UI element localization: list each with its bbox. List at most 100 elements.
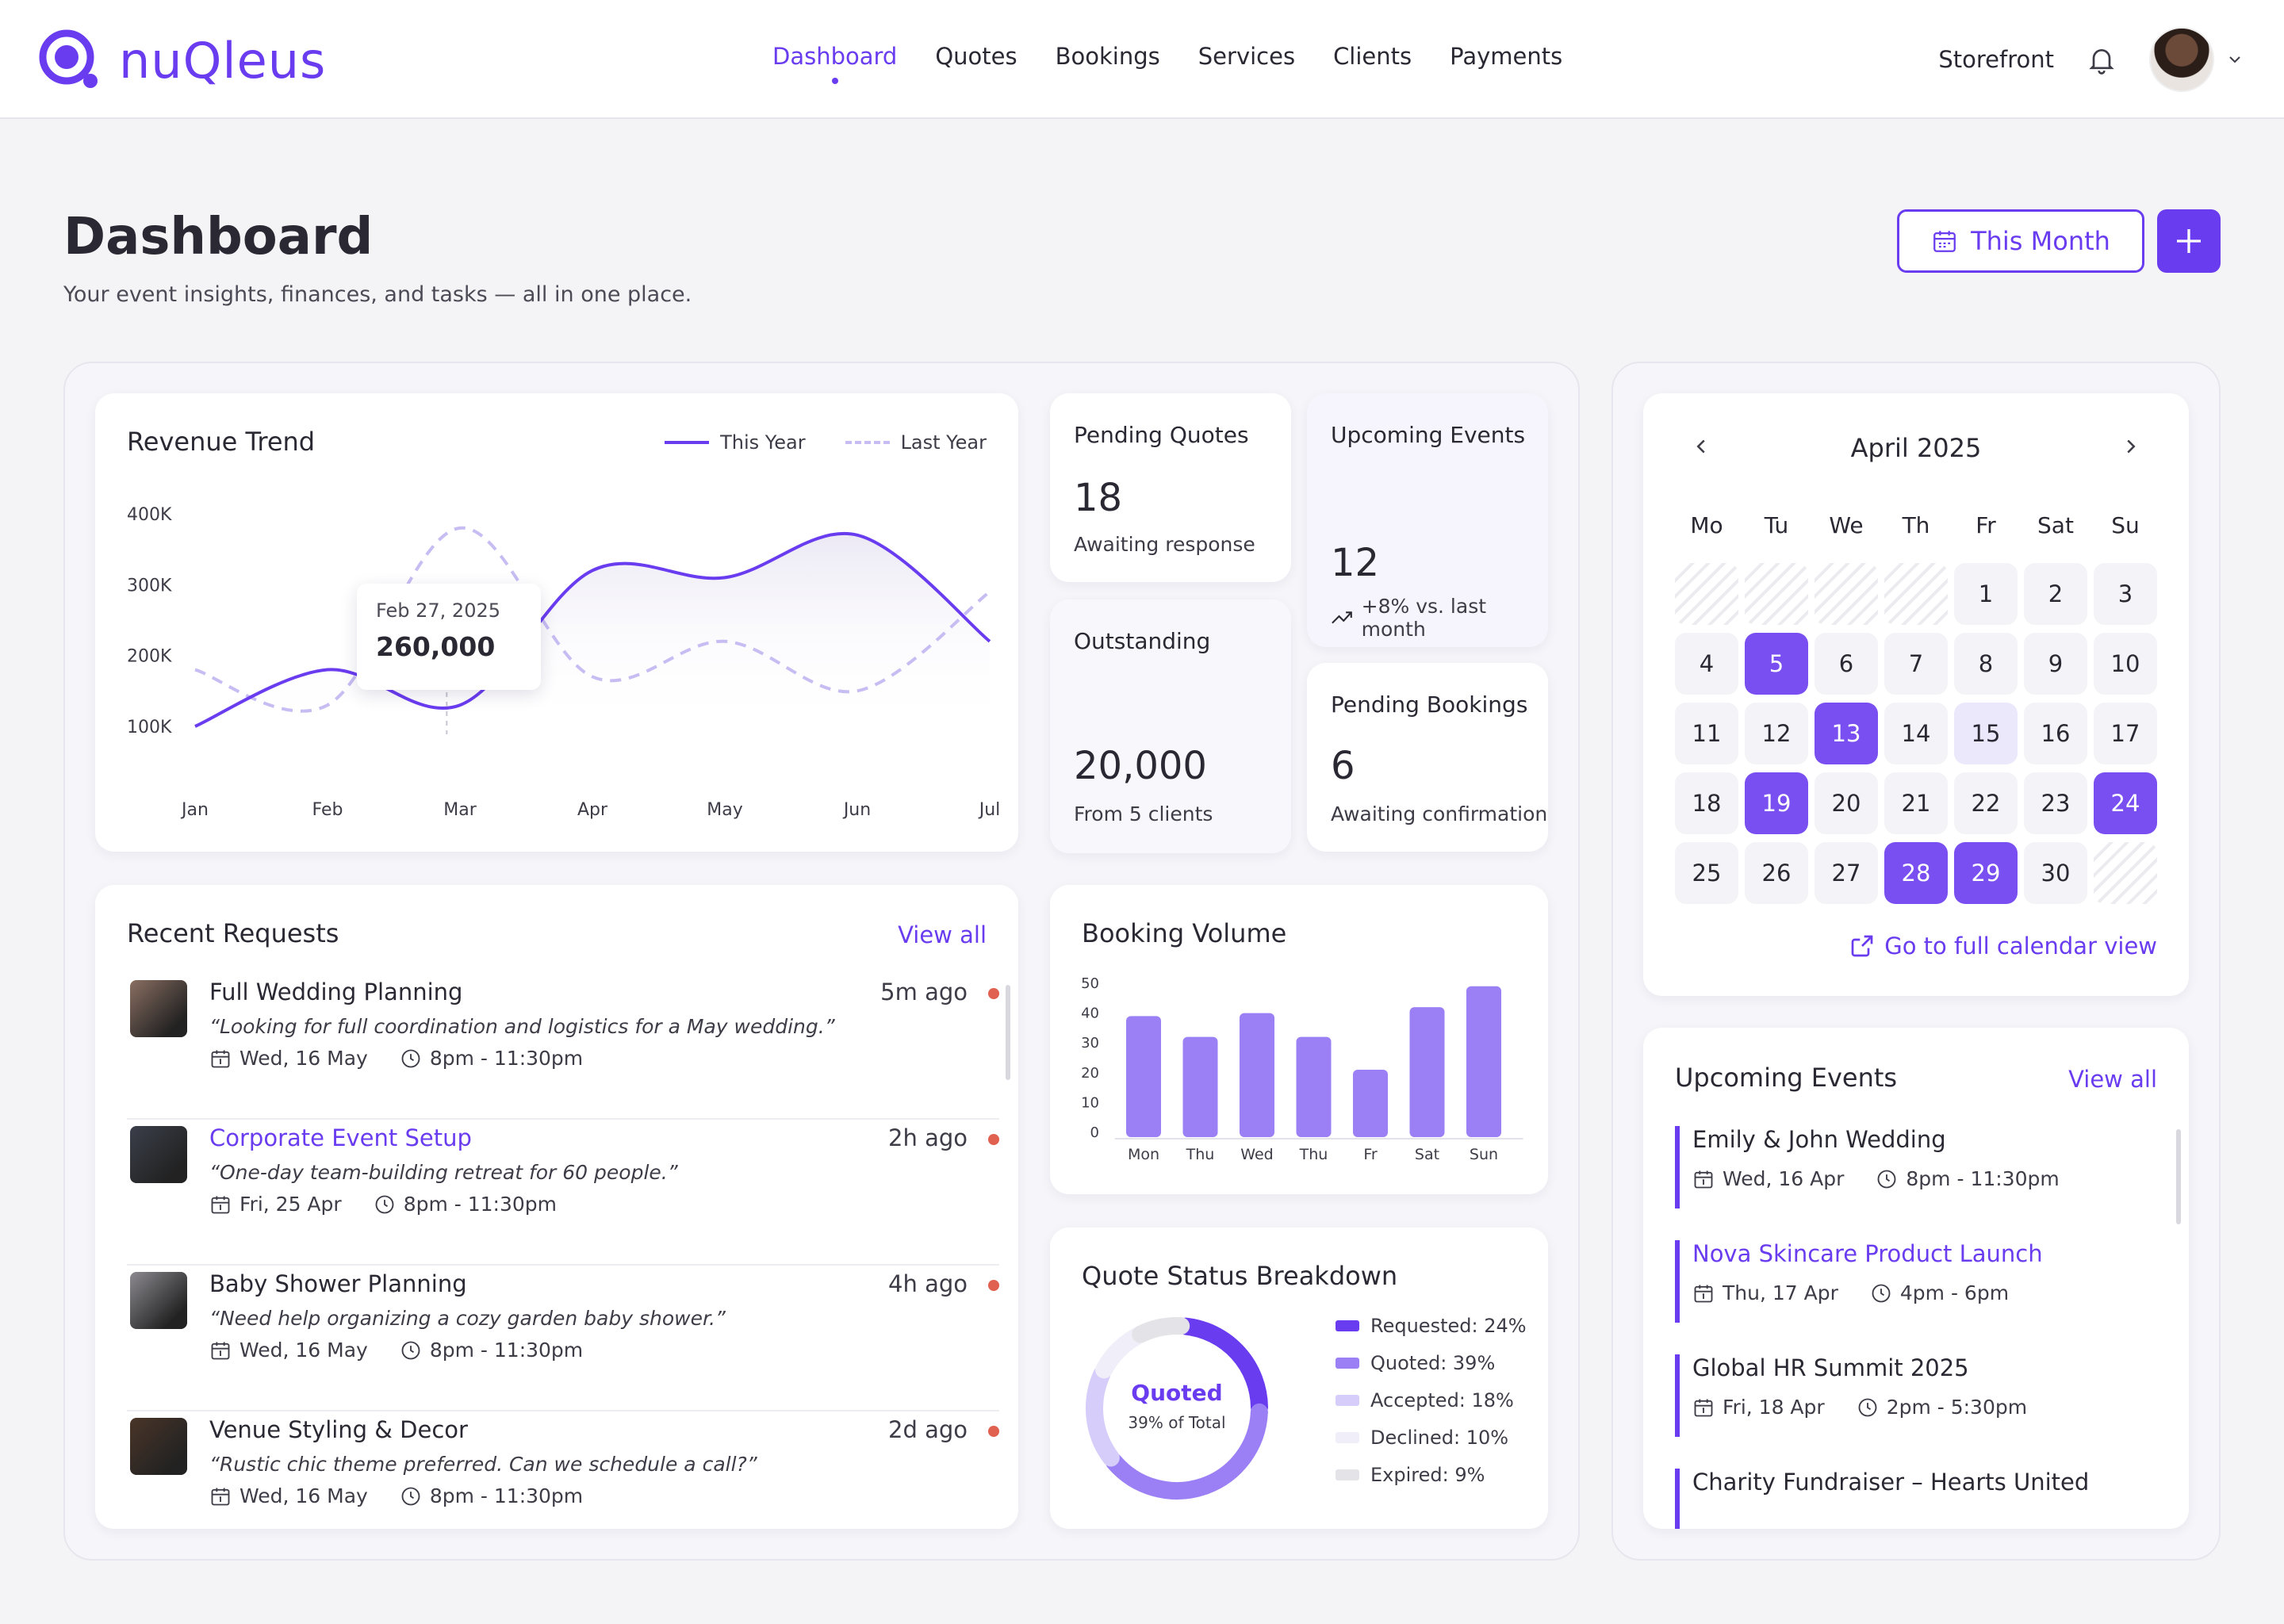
event-item[interactable]: Nova Skincare Product Launch Thu, 17 Apr… bbox=[1675, 1240, 2043, 1323]
bar[interactable] bbox=[1296, 1036, 1332, 1137]
bar[interactable] bbox=[1353, 1070, 1388, 1137]
legend-swatch bbox=[1336, 1320, 1359, 1331]
calendar-day[interactable]: 15 bbox=[1954, 703, 2018, 764]
calendar-day[interactable]: 18 bbox=[1675, 772, 1738, 834]
legend-label: Quoted: 39% bbox=[1370, 1352, 1496, 1374]
request-item[interactable]: Venue Styling & Decor “Rustic chic theme… bbox=[127, 1411, 999, 1529]
legend-label: Expired: 9% bbox=[1370, 1464, 1485, 1486]
x-tick-label: Mon bbox=[1128, 1146, 1159, 1163]
nav-bookings[interactable]: Bookings bbox=[1055, 43, 1160, 70]
outstanding-sub: From 5 clients bbox=[1074, 802, 1213, 825]
event-title[interactable]: Global HR Summit 2025 bbox=[1692, 1354, 1969, 1381]
event-meta: Thu, 17 Apr 4pm - 6pm bbox=[1692, 1281, 2043, 1304]
requests-scrollbar[interactable] bbox=[1006, 985, 1010, 1080]
calendar-empty-day bbox=[2094, 842, 2157, 904]
calendar-day[interactable]: 23 bbox=[2024, 772, 2087, 834]
nav-payments[interactable]: Payments bbox=[1450, 43, 1563, 70]
calendar-day[interactable]: 11 bbox=[1675, 703, 1738, 764]
calendar-day[interactable]: 28 bbox=[1884, 842, 1948, 904]
request-thumbnail bbox=[130, 1418, 187, 1475]
calendar-day[interactable]: 6 bbox=[1815, 633, 1878, 695]
outstanding-card[interactable]: Outstanding 20,000 From 5 clients bbox=[1050, 599, 1291, 853]
calendar-day[interactable]: 10 bbox=[2094, 633, 2157, 695]
calendar-day[interactable]: 29 bbox=[1954, 842, 2018, 904]
bar[interactable] bbox=[1466, 986, 1501, 1137]
request-time: 8pm - 11:30pm bbox=[400, 1484, 583, 1507]
upcoming-events-card[interactable]: Upcoming Events 12 +8% vs. last month bbox=[1307, 393, 1548, 647]
calendar-day[interactable]: 12 bbox=[1745, 703, 1808, 764]
calendar-day[interactable]: 5 bbox=[1745, 633, 1808, 695]
calendar-day[interactable]: 14 bbox=[1884, 703, 1948, 764]
avatar[interactable] bbox=[2149, 27, 2214, 92]
event-item[interactable]: Emily & John Wedding Wed, 16 Apr 8pm - 1… bbox=[1675, 1126, 2060, 1208]
nav-quotes[interactable]: Quotes bbox=[935, 43, 1017, 70]
chevron-down-icon[interactable] bbox=[2225, 50, 2244, 69]
calendar-day[interactable]: 8 bbox=[1954, 633, 2018, 695]
calendar-day[interactable]: 26 bbox=[1745, 842, 1808, 904]
calendar-day[interactable]: 13 bbox=[1815, 703, 1878, 764]
events-scrollbar[interactable] bbox=[2176, 1129, 2181, 1224]
bar[interactable] bbox=[1126, 1016, 1161, 1137]
pending-bookings-card[interactable]: Pending Bookings 6 Awaiting confirmation bbox=[1307, 663, 1548, 852]
event-item[interactable]: Charity Fundraiser – Hearts United bbox=[1675, 1469, 2089, 1529]
x-tick-label: Sun bbox=[1470, 1146, 1498, 1163]
logo[interactable]: nuQleus bbox=[36, 27, 326, 94]
donut-slice[interactable] bbox=[1095, 1327, 1145, 1379]
chevron-left-icon[interactable] bbox=[1689, 435, 1713, 458]
add-button[interactable] bbox=[2157, 209, 2221, 273]
calendar-day[interactable]: 16 bbox=[2024, 703, 2087, 764]
user-menu[interactable] bbox=[2149, 27, 2244, 92]
bar[interactable] bbox=[1409, 1007, 1445, 1137]
bar[interactable] bbox=[1182, 1036, 1218, 1137]
calendar-day[interactable]: 3 bbox=[2094, 563, 2157, 625]
calendar-day[interactable]: 17 bbox=[2094, 703, 2157, 764]
legend-last-year: Last Year bbox=[845, 431, 987, 454]
events-view-all-link[interactable]: View all bbox=[2068, 1066, 2157, 1093]
donut-slice[interactable] bbox=[1177, 1317, 1268, 1416]
calendar-day[interactable]: 21 bbox=[1884, 772, 1948, 834]
calendar-empty-day bbox=[1815, 563, 1878, 625]
calendar-day[interactable]: 24 bbox=[2094, 772, 2157, 834]
full-calendar-link[interactable]: Go to full calendar view bbox=[1849, 933, 2157, 959]
calendar-day[interactable]: 9 bbox=[2024, 633, 2087, 695]
event-title[interactable]: Charity Fundraiser – Hearts United bbox=[1692, 1469, 2090, 1496]
event-title[interactable]: Emily & John Wedding bbox=[1692, 1126, 1946, 1153]
nav-services[interactable]: Services bbox=[1198, 43, 1296, 70]
request-age: 2d ago bbox=[888, 1416, 968, 1443]
calendar-day[interactable]: 25 bbox=[1675, 842, 1738, 904]
event-title[interactable]: Nova Skincare Product Launch bbox=[1692, 1240, 2043, 1267]
calendar-day[interactable]: 4 bbox=[1675, 633, 1738, 695]
y-tick-label: 400K bbox=[127, 505, 172, 525]
calendar-day[interactable]: 7 bbox=[1884, 633, 1948, 695]
period-filter-button[interactable]: This Month bbox=[1897, 209, 2144, 273]
donut-slice[interactable] bbox=[1105, 1403, 1268, 1500]
nav-clients[interactable]: Clients bbox=[1333, 43, 1412, 70]
request-title[interactable]: Baby Shower Planning bbox=[209, 1270, 467, 1297]
request-item[interactable]: Corporate Event Setup “One-day team-buil… bbox=[127, 1120, 999, 1266]
storefront-link[interactable]: Storefront bbox=[1938, 46, 2054, 73]
calendar-day[interactable]: 30 bbox=[2024, 842, 2087, 904]
requests-view-all-link[interactable]: View all bbox=[898, 921, 987, 948]
bar[interactable] bbox=[1240, 1013, 1274, 1137]
request-title[interactable]: Corporate Event Setup bbox=[209, 1124, 472, 1151]
request-title[interactable]: Venue Styling & Decor bbox=[209, 1416, 468, 1443]
event-item[interactable]: Global HR Summit 2025 Fri, 18 Apr 2pm - … bbox=[1675, 1354, 2027, 1437]
chevron-right-icon[interactable] bbox=[2119, 435, 2143, 458]
pending-quotes-card[interactable]: Pending Quotes 18 Awaiting response bbox=[1050, 393, 1291, 582]
calendar-day[interactable]: 20 bbox=[1815, 772, 1878, 834]
calendar-empty-day bbox=[1745, 563, 1808, 625]
request-item[interactable]: Full Wedding Planning “Looking for full … bbox=[127, 974, 999, 1120]
event-time: 2pm - 5:30pm bbox=[1857, 1396, 2027, 1419]
donut-slice[interactable] bbox=[1132, 1317, 1190, 1343]
calendar-day[interactable]: 19 bbox=[1745, 772, 1808, 834]
bell-icon[interactable] bbox=[2086, 44, 2117, 75]
request-item[interactable]: Baby Shower Planning “Need help organizi… bbox=[127, 1266, 999, 1411]
calendar-day[interactable]: 27 bbox=[1815, 842, 1878, 904]
request-date-label: Fri, 25 Apr bbox=[240, 1193, 342, 1216]
calendar-day[interactable]: 2 bbox=[2024, 563, 2087, 625]
nav-dashboard[interactable]: Dashboard bbox=[753, 36, 916, 84]
calendar-day[interactable]: 22 bbox=[1954, 772, 2018, 834]
calendar-day[interactable]: 1 bbox=[1954, 563, 2018, 625]
request-title[interactable]: Full Wedding Planning bbox=[209, 979, 463, 1005]
donut-slice[interactable] bbox=[1086, 1365, 1120, 1467]
